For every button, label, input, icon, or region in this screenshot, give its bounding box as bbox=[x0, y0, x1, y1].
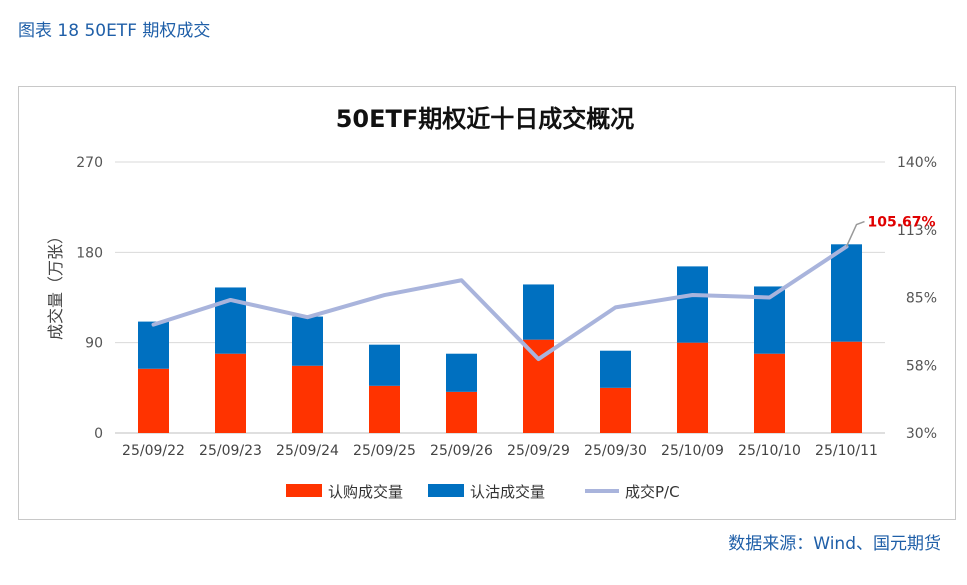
x-tick-label: 25/09/25 bbox=[353, 443, 416, 459]
x-tick-label: 25/10/09 bbox=[661, 443, 724, 459]
bar-call bbox=[446, 391, 477, 433]
y2-tick-label: 140% bbox=[897, 155, 937, 171]
bar-put bbox=[831, 244, 862, 342]
legend-label: 成交P/C bbox=[625, 483, 680, 501]
bar-call bbox=[138, 368, 169, 433]
bar-put bbox=[292, 316, 323, 366]
pc-ratio-line bbox=[151, 244, 849, 362]
bar-call bbox=[677, 342, 708, 433]
bar-call bbox=[754, 353, 785, 433]
bar-put bbox=[677, 266, 708, 343]
chart-title: 50ETF期权近十日成交概况 bbox=[336, 105, 635, 133]
bar-put bbox=[369, 344, 400, 386]
bar-call bbox=[292, 365, 323, 433]
x-tick-label: 25/09/23 bbox=[199, 443, 262, 459]
x-tick-label: 25/09/24 bbox=[276, 443, 339, 459]
pc-callout-label: 105.67% bbox=[868, 215, 936, 231]
x-tick-label: 25/10/10 bbox=[738, 443, 801, 459]
chart-container: 50ETF期权近十日成交概况 成交量（万张） 0 90 180 270 30% 58% 85… bbox=[18, 86, 956, 520]
bar-call bbox=[523, 339, 554, 433]
bar-put bbox=[523, 284, 554, 340]
x-tick-label: 25/10/11 bbox=[815, 443, 878, 459]
bar-call bbox=[369, 385, 400, 433]
bar-call bbox=[831, 341, 862, 433]
bar-call bbox=[600, 387, 631, 433]
source-note: 数据来源：Wind、国元期货 bbox=[728, 534, 941, 554]
y2-tick-label: 58% bbox=[906, 358, 937, 374]
x-tick-label: 25/09/22 bbox=[122, 443, 185, 459]
y-tick-label: 0 bbox=[94, 426, 103, 442]
x-tick-label: 25/09/30 bbox=[584, 443, 647, 459]
bar-call bbox=[215, 353, 246, 433]
callout-leader bbox=[845, 220, 865, 247]
legend-label: 认购成交量 bbox=[328, 483, 403, 501]
legend-swatch bbox=[428, 484, 464, 497]
bar-put bbox=[138, 321, 169, 369]
y2-tick-label: 85% bbox=[906, 291, 937, 307]
y-axis-label: 成交量（万张） bbox=[46, 228, 65, 340]
x-tick-label: 25/09/26 bbox=[430, 443, 493, 459]
y2-tick-label: 30% bbox=[906, 426, 937, 442]
y2-tick-label: 113% bbox=[897, 223, 937, 239]
legend-swatch bbox=[286, 484, 322, 497]
bar-put bbox=[600, 350, 631, 388]
figure-caption: 图表 18 50ETF 期权成交 bbox=[18, 21, 211, 41]
chart-svg: 50ETF期权近十日成交概况 成交量（万张） 0 90 180 270 30% 58% 85… bbox=[46, 105, 937, 501]
bar-put bbox=[215, 287, 246, 354]
y-tick-label: 90 bbox=[85, 336, 103, 352]
y-tick-label: 270 bbox=[76, 155, 103, 171]
y-tick-label: 180 bbox=[76, 245, 103, 261]
bar-put bbox=[446, 353, 477, 392]
legend-label: 认沽成交量 bbox=[470, 483, 545, 501]
x-tick-label: 25/09/29 bbox=[507, 443, 570, 459]
